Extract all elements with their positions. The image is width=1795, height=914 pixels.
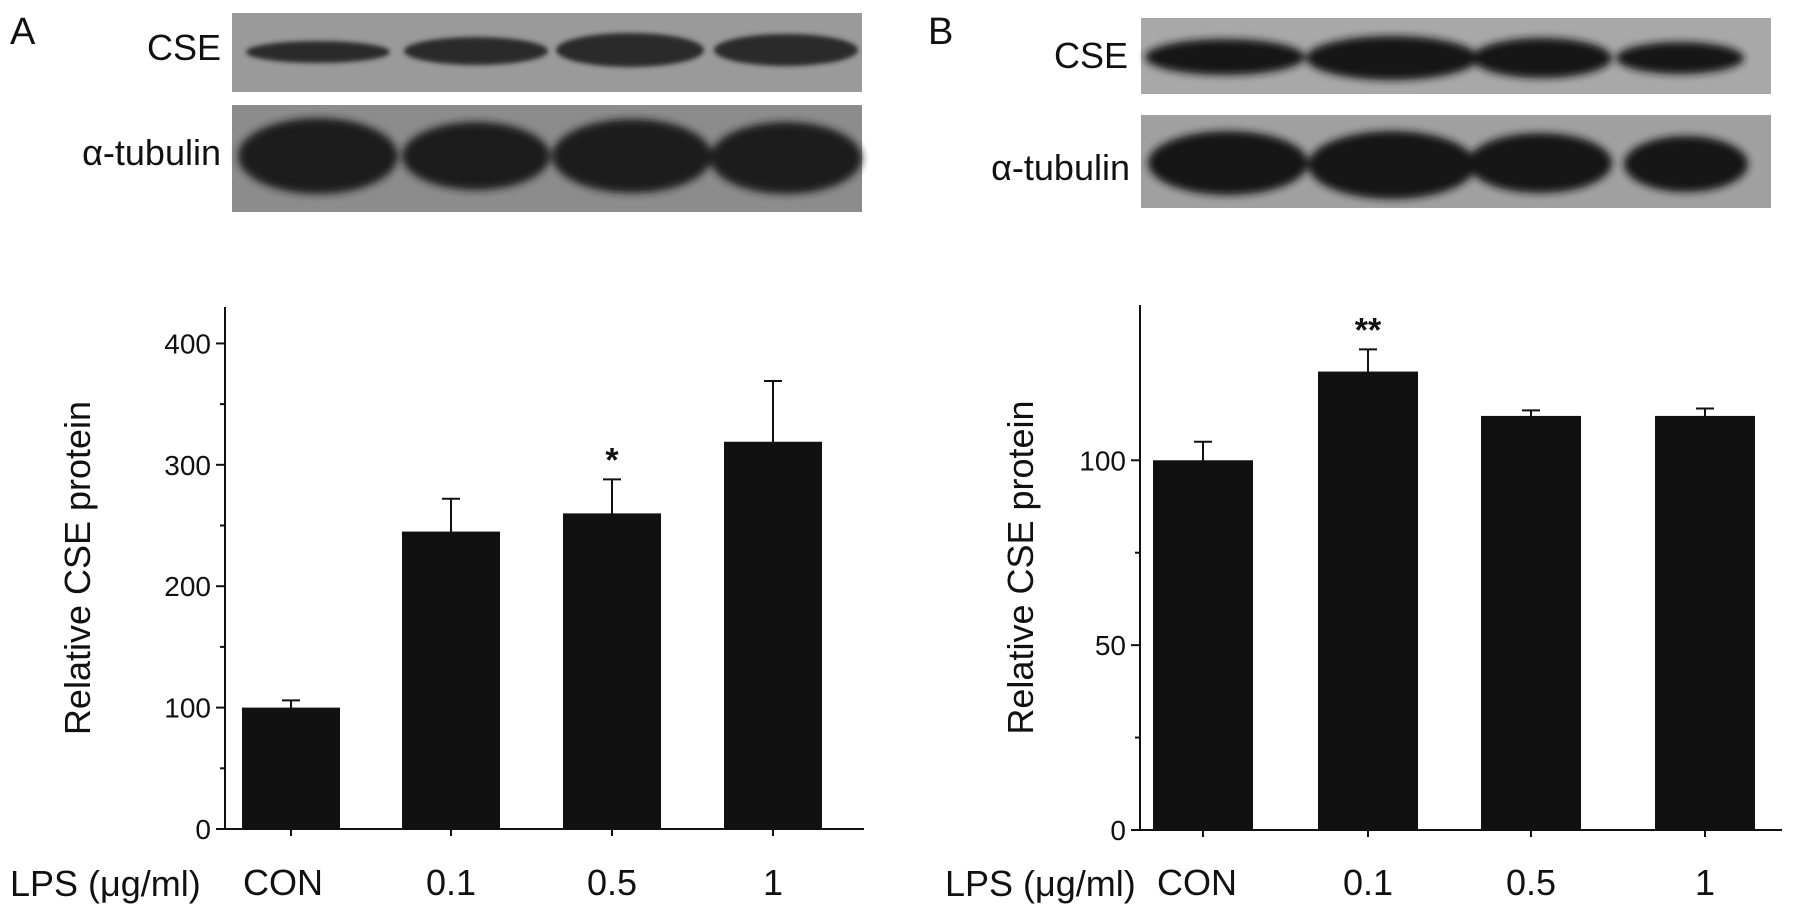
panel-a-significance-marker: * <box>605 441 619 479</box>
panel-b-x-tick-label-0.1: 0.1 <box>1343 862 1393 903</box>
panel-b-x-tick-label-0.5: 0.5 <box>1506 862 1556 903</box>
panel-a-y-tick-label: 400 <box>164 328 211 359</box>
panel-b-lps-label: LPS (μg/ml) <box>945 863 1136 904</box>
panel-b-y-axis-label: Relative CSE protein <box>1000 400 1041 734</box>
panel-a-tubulin-blot <box>232 105 862 212</box>
panel-a-bar-0.5 <box>563 513 661 829</box>
panel-b-letter: B <box>928 11 953 53</box>
panel-a-letter: A <box>10 11 36 53</box>
panel-a-bar-CON <box>242 707 340 829</box>
panel-b-bar-chart: 0 50 100 Relative CSE protein CON 0.1 ** 0.5 1 <box>1000 305 1782 903</box>
panel-b-bar-0.5 <box>1481 415 1581 830</box>
panel-a-lps-label: LPS (μg/ml) <box>10 863 201 904</box>
panel-a-x-tick-label-0.1: 0.1 <box>426 862 476 903</box>
panel-a-y-tick-label: 200 <box>164 571 211 602</box>
panel-b-bar-CON <box>1153 460 1253 830</box>
panel-a-bar-1 <box>724 441 822 829</box>
panel-a-y-tick-label: 100 <box>164 693 211 724</box>
panel-a-tubulin-label: α-tubulin <box>82 132 221 173</box>
panel-a-bar-0.1 <box>402 531 500 829</box>
panel-b-significance-marker: ** <box>1355 311 1382 349</box>
panel-b-tubulin-label: α-tubulin <box>991 147 1130 188</box>
panel-a-cse-blot <box>232 13 862 92</box>
panel-a-y-tick-label: 300 <box>164 450 211 481</box>
panel-b-tubulin-blot <box>1141 115 1771 208</box>
panel-b-cse-blot <box>1141 18 1771 94</box>
panel-b-y-tick-label: 0 <box>1110 815 1126 846</box>
panel-b-y-tick-label: 100 <box>1079 445 1126 476</box>
panel-a-y-axis-label: Relative CSE protein <box>57 401 98 735</box>
panel-b-x-tick-label-CON: CON <box>1157 862 1237 903</box>
panel-a-x-tick-label-0.5: 0.5 <box>587 862 637 903</box>
panel-b-bar-0.1 <box>1318 371 1418 830</box>
panel-b-cse-label: CSE <box>1054 35 1128 76</box>
panel-a-x-tick-label-1: 1 <box>763 862 783 903</box>
panel-b-y-tick-label: 50 <box>1095 630 1126 661</box>
panel-a-bar-chart: 0 100 200 300 400 Relative CSE protein CON 0.1 0… <box>57 307 864 903</box>
panel-b-bar-1 <box>1655 415 1755 830</box>
panel-a-cse-label: CSE <box>147 27 221 68</box>
panel-a-x-tick-label-CON: CON <box>243 862 323 903</box>
panel-a-y-tick-label: 0 <box>195 814 211 845</box>
panel-b-x-tick-label-1: 1 <box>1695 862 1715 903</box>
